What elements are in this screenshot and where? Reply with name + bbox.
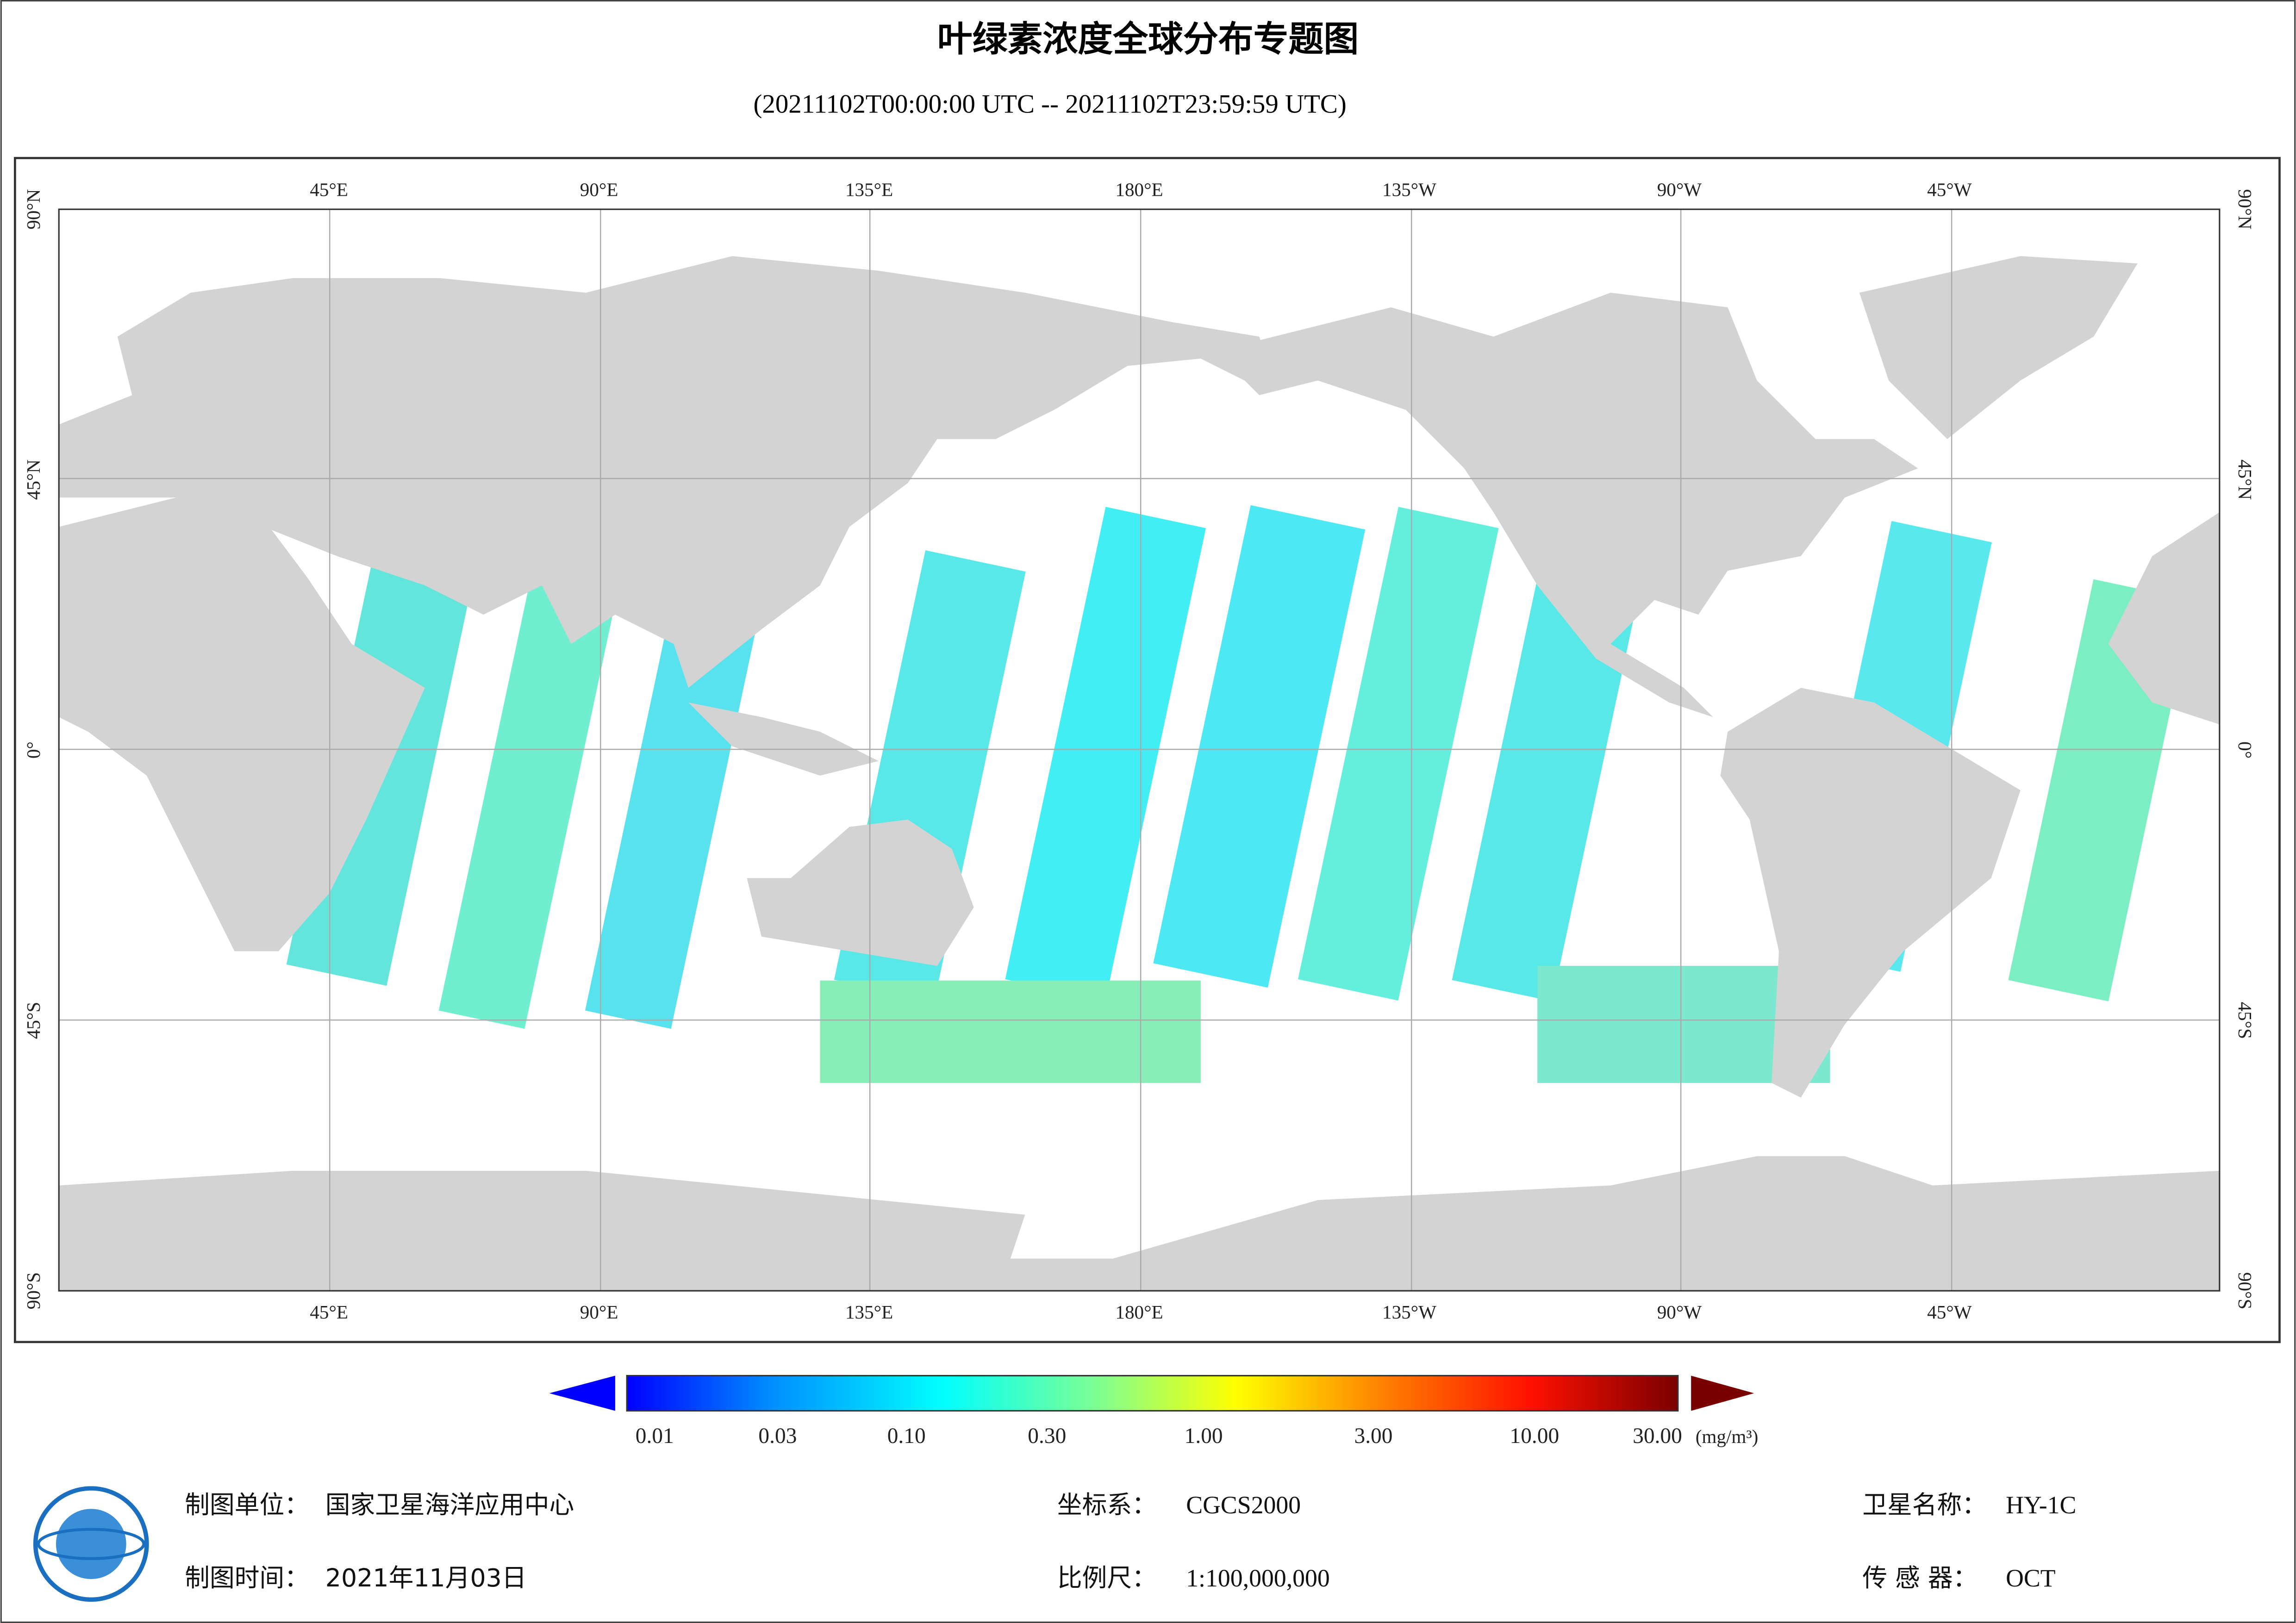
footer: 制图单位： 国家卫星海洋应用中心 制图时间： 2021年11月03日 坐标系： … bbox=[185, 1490, 2076, 1592]
org-label: 制图单位： bbox=[185, 1490, 309, 1519]
colorbar-unit: (mg/m³) bbox=[1696, 1426, 1759, 1448]
lon-label-top: 90°W bbox=[1657, 179, 1702, 200]
map-border bbox=[58, 208, 2221, 1292]
satellite-label: 卫星名称： bbox=[1862, 1490, 1987, 1519]
graticule bbox=[59, 209, 2220, 1291]
lat-label-right: 45°N bbox=[2234, 460, 2256, 500]
lon-label-top: 135°E bbox=[845, 179, 893, 200]
colorbar-high-arrow bbox=[1691, 1375, 1754, 1411]
lon-label-top: 135°W bbox=[1382, 179, 1436, 200]
colorbar-label: 0.10 bbox=[887, 1424, 926, 1448]
lon-label-top: 45°W bbox=[1927, 179, 1972, 200]
date: 2021年11月03日 bbox=[325, 1563, 527, 1592]
coordinate-labels: 45°E 45°E 90°E 90°E 135°E 135°E 180°E 180°E 135°… bbox=[23, 179, 2256, 1323]
lat-label-left: 45°S bbox=[23, 1002, 44, 1039]
lat-label-right: 90°N bbox=[2234, 189, 2256, 230]
lon-label-bottom: 135°W bbox=[1382, 1301, 1436, 1323]
lat-label-left: 90°S bbox=[23, 1272, 44, 1309]
colorbar-label: 10.00 bbox=[1510, 1424, 1559, 1448]
satellite: HY-1C bbox=[2006, 1491, 2076, 1519]
map bbox=[59, 209, 2220, 1291]
title: 叶绿素浓度全球分布专题图 bbox=[937, 19, 1359, 60]
crs-label: 坐标系： bbox=[1057, 1490, 1157, 1519]
lon-label-bottom: 45°W bbox=[1927, 1301, 1972, 1323]
map-frame bbox=[14, 157, 2281, 1343]
lon-label-bottom: 180°E bbox=[1115, 1301, 1163, 1323]
lon-label-bottom: 90°E bbox=[580, 1301, 618, 1323]
lon-label-top: 180°E bbox=[1115, 179, 1163, 200]
lat-label-left: 0° bbox=[23, 741, 44, 759]
colorbar-label: 30.00 bbox=[1633, 1424, 1682, 1448]
lat-label-left: 90°N bbox=[23, 189, 44, 230]
lat-label-right: 45°S bbox=[2234, 1002, 2256, 1039]
colorbar-labels: 0.01 0.03 0.10 0.30 1.00 3.00 10.00 30.00 bbox=[636, 1424, 1682, 1448]
colorbar-label: 0.03 bbox=[758, 1424, 797, 1448]
lat-label-left: 45°N bbox=[23, 460, 44, 500]
crs: CGCS2000 bbox=[1186, 1491, 1301, 1519]
scale: 1:100,000,000 bbox=[1186, 1564, 1330, 1592]
lon-label-bottom: 90°W bbox=[1657, 1301, 1702, 1323]
date-label: 制图时间： bbox=[185, 1563, 309, 1592]
logo bbox=[33, 1486, 149, 1602]
sensor-label: 传 感 器： bbox=[1862, 1563, 1978, 1592]
subtitle: (20211102T00:00:00 UTC -- 20211102T23:59… bbox=[753, 89, 1346, 118]
sensor: OCT bbox=[2006, 1564, 2056, 1592]
land bbox=[59, 256, 2220, 1291]
lon-label-top: 90°E bbox=[580, 179, 618, 200]
lat-label-right: 90°S bbox=[2234, 1272, 2256, 1309]
lon-label-top: 45°E bbox=[310, 179, 348, 200]
colorbar-low-arrow bbox=[549, 1375, 615, 1411]
lat-label-right: 0° bbox=[2234, 741, 2256, 759]
colorbar-label: 3.00 bbox=[1354, 1424, 1392, 1448]
colorbar-label: 0.30 bbox=[1028, 1424, 1066, 1448]
org: 国家卫星海洋应用中心 bbox=[325, 1490, 574, 1519]
lon-label-bottom: 135°E bbox=[845, 1301, 893, 1323]
colorbar bbox=[626, 1374, 1679, 1412]
scale-label: 比例尺： bbox=[1057, 1563, 1157, 1592]
colorbar-label: 1.00 bbox=[1185, 1424, 1223, 1448]
lon-label-bottom: 45°E bbox=[310, 1301, 348, 1323]
colorbar-label: 0.01 bbox=[636, 1424, 674, 1448]
